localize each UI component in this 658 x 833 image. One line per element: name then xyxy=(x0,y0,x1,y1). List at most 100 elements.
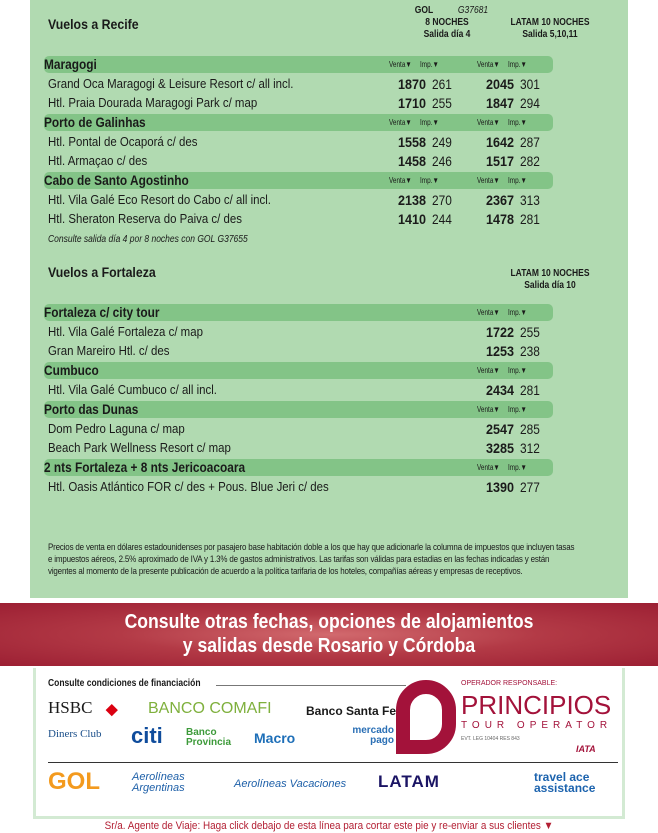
latam-price: 2434 xyxy=(486,382,515,398)
venta-header: Venta▼ xyxy=(389,118,412,127)
hotel-name: Htl. Vila Galé Fortaleza c/ map xyxy=(48,324,203,339)
hotel-row: Beach Park Wellness Resort c/ map 3285 312 xyxy=(48,439,553,457)
venta-header: Venta▼ xyxy=(389,60,412,69)
section-title: Cabo de Santo Agostinho xyxy=(44,173,189,188)
citi-logo: citi xyxy=(131,723,163,748)
hotel-name: Htl. Pontal de Ocaporá c/ des xyxy=(48,134,198,149)
gol-price: 1458 xyxy=(398,153,427,169)
gol-price: 2138 xyxy=(398,192,427,208)
latam-header-departure: Salida día 10 xyxy=(524,280,576,291)
venta-header: Venta▼ xyxy=(477,463,500,472)
gol-price: 1558 xyxy=(398,134,427,150)
hotel-name: Htl. Vila Galé Cumbuco c/ all incl. xyxy=(48,382,217,397)
provincia-logo: Banco Provincia xyxy=(186,727,232,748)
hotel-row: Htl. Oasis Atlántico FOR c/ des + Pous. … xyxy=(48,478,553,496)
hotel-name: Grand Oca Maragogi & Leisure Resort c/ a… xyxy=(48,76,294,91)
section-title: Maragogi xyxy=(44,57,97,72)
logos-panel: Consulte condiciones de financiación HSB… xyxy=(33,668,625,819)
section-bar: Fortaleza c/ city tour Venta▼ Imp.▼ xyxy=(44,304,553,321)
imp-header: Imp.▼ xyxy=(508,176,527,185)
gol-tax: 249 xyxy=(432,134,452,150)
gol-tax: 244 xyxy=(432,211,452,227)
gol-header-nights: 8 NOCHES xyxy=(425,17,469,28)
venta-header: Venta▼ xyxy=(477,405,500,414)
latam-tax: 281 xyxy=(520,382,540,398)
section-bar: Porto das Dunas Venta▼ Imp.▼ xyxy=(44,401,553,418)
latam-tax: 294 xyxy=(520,95,540,111)
imp-header: Imp.▼ xyxy=(508,405,527,414)
latam-price: 2547 xyxy=(486,421,515,437)
venta-header: Venta▼ xyxy=(477,60,500,69)
latam-price: 1390 xyxy=(486,479,515,495)
venta-header: Venta▼ xyxy=(477,366,500,375)
block-title: Vuelos a Recife xyxy=(48,16,139,32)
cut-notice-text: Sr/a. Agente de Viaje: Haga click debajo… xyxy=(104,820,554,832)
gol-header-airline: GOL xyxy=(414,5,434,16)
gol-header-flight: G37681 xyxy=(457,5,489,16)
latam-tax: 255 xyxy=(520,324,540,340)
gol-price: 1710 xyxy=(398,95,427,111)
gol-tax: 270 xyxy=(432,192,452,208)
latam-header: LATAM 10 NOCHES xyxy=(510,17,590,28)
divider xyxy=(216,685,406,686)
latam-tax: 238 xyxy=(520,343,540,359)
hotel-row: Grand Oca Maragogi & Leisure Resort c/ a… xyxy=(48,75,553,93)
cut-notice[interactable]: Sr/a. Agente de Viaje: Haga click debajo… xyxy=(60,820,598,832)
latam-tax: 282 xyxy=(520,153,540,169)
banner-line-1: Consulte otras fechas, opciones de aloja… xyxy=(124,611,534,633)
latam-price: 1478 xyxy=(486,211,515,227)
latam-price: 1847 xyxy=(486,95,515,111)
hotel-row: Htl. Armaçao c/ des 1458 246 1517 282 xyxy=(48,152,553,170)
latam-price: 2367 xyxy=(486,192,515,208)
comafi-logo: BANCO COMAFI xyxy=(148,700,272,717)
section-title: Cumbuco xyxy=(44,363,99,378)
operator-label: OPERADOR RESPONSABLE: xyxy=(461,680,558,687)
latam-price: 1722 xyxy=(486,324,515,340)
section-title: 2 nts Fortaleza + 8 nts Jericoacoara xyxy=(44,460,246,475)
hotel-name: Htl. Oasis Atlántico FOR c/ des + Pous. … xyxy=(48,479,329,494)
operator-sub: TOUR OPERATOR xyxy=(461,720,613,731)
latam-logo: LATAM xyxy=(378,772,440,791)
latam-price: 3285 xyxy=(486,440,515,456)
hotel-row: Dom Pedro Laguna c/ map 2547 285 xyxy=(48,420,553,438)
imp-header: Imp.▼ xyxy=(420,118,439,127)
price-panel xyxy=(30,0,628,598)
latam-price: 1642 xyxy=(486,134,515,150)
latam-header-departure: Salida 5,10,11 xyxy=(522,29,578,40)
section-title: Fortaleza c/ city tour xyxy=(44,305,160,320)
section-bar: Maragogi Venta▼ Imp.▼ Venta▼ Imp.▼ xyxy=(44,56,553,73)
principios-p-logo xyxy=(396,680,456,754)
recife-note: Consulte salida día 4 por 8 noches con G… xyxy=(48,234,248,245)
aerolineas-logo: Aerolíneas Argentinas xyxy=(132,771,185,794)
hsbc-hexagon-icon: ◆ xyxy=(106,701,118,718)
section-bar: Cabo de Santo Agostinho Venta▼ Imp.▼ Venta▼… xyxy=(44,172,553,189)
section-title: Porto de Galinhas xyxy=(44,115,146,130)
section-title: Porto das Dunas xyxy=(44,402,139,417)
hotel-row: Htl. Pontal de Ocaporá c/ des 1558 249 1642… xyxy=(48,133,553,151)
hotel-row: Htl. Vila Galé Eco Resort do Cabo c/ all… xyxy=(48,191,553,209)
venta-header: Venta▼ xyxy=(389,176,412,185)
santafe-logo: Banco Santa Fe xyxy=(306,704,397,718)
hotel-name: Htl. Armaçao c/ des xyxy=(48,153,148,168)
gol-price: 1410 xyxy=(398,211,427,227)
mercadopago-logo: mercado pago xyxy=(352,725,394,746)
gol-tax: 261 xyxy=(432,76,452,92)
imp-header: Imp.▼ xyxy=(420,176,439,185)
macro-logo: Macro xyxy=(254,730,296,746)
latam-tax: 301 xyxy=(520,76,540,92)
latam-header: LATAM 10 NOCHES xyxy=(510,268,590,279)
latam-price: 1517 xyxy=(486,153,515,169)
section-bar: Porto de Galinhas Venta▼ Imp.▼ Venta▼ Imp.▼ xyxy=(44,114,553,131)
banner-line-2: y salidas desde Rosario y Córdoba xyxy=(182,635,476,657)
hotel-name: Htl. Vila Galé Eco Resort do Cabo c/ all… xyxy=(48,192,271,207)
hotel-row: Htl. Sheraton Reserva do Paiva c/ des 141… xyxy=(48,210,553,228)
hotel-name: Dom Pedro Laguna c/ map xyxy=(48,421,185,436)
hsbc-logo: HSBC xyxy=(48,698,93,717)
latam-tax: 277 xyxy=(520,479,540,495)
hotel-name: Htl. Sheraton Reserva do Paiva c/ des xyxy=(48,211,242,226)
gol-tax: 246 xyxy=(432,153,452,169)
latam-tax: 281 xyxy=(520,211,540,227)
section-bar: Cumbuco Venta▼ Imp.▼ xyxy=(44,362,553,379)
imp-header: Imp.▼ xyxy=(508,60,527,69)
consult-banner: Consulte otras fechas, opciones de aloja… xyxy=(0,603,658,666)
